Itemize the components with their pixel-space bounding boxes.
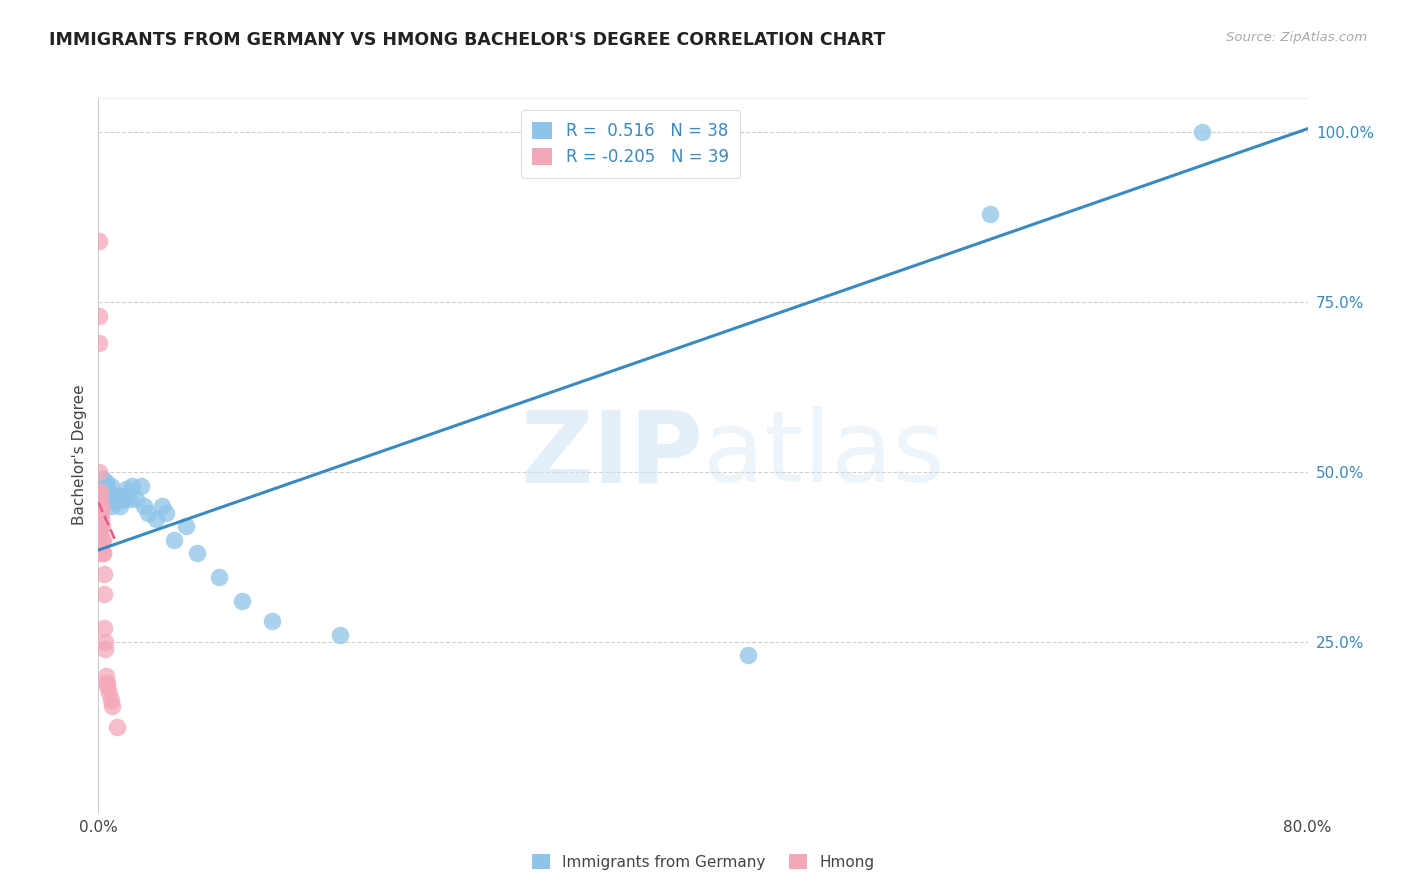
Point	[90, 512, 112, 526]
Point	[118, 492, 141, 507]
Text: Source: ZipAtlas.com: Source: ZipAtlas.com	[1226, 31, 1367, 45]
Point	[1191, 125, 1213, 139]
Point	[108, 499, 131, 513]
Point	[90, 499, 112, 513]
Point	[111, 492, 134, 507]
Point	[91, 546, 114, 560]
Point	[100, 492, 122, 507]
Y-axis label: Bachelor's Degree: Bachelor's Degree	[72, 384, 87, 525]
Point	[129, 478, 152, 492]
Point	[136, 506, 159, 520]
Text: atlas: atlas	[703, 407, 945, 503]
Point	[132, 499, 155, 513]
Point	[103, 492, 125, 507]
Point	[89, 485, 111, 500]
Point	[91, 533, 114, 547]
Point	[94, 669, 117, 683]
Point	[93, 482, 115, 496]
Point	[89, 335, 111, 350]
Point	[94, 475, 117, 489]
Text: IMMIGRANTS FROM GERMANY VS HMONG BACHELOR'S DEGREE CORRELATION CHART: IMMIGRANTS FROM GERMANY VS HMONG BACHELO…	[49, 31, 886, 49]
Point	[91, 472, 114, 486]
Point	[98, 485, 121, 500]
Point	[89, 234, 111, 248]
Point	[114, 482, 136, 496]
Point	[107, 489, 129, 503]
Point	[89, 499, 111, 513]
Point	[105, 720, 128, 734]
Point	[98, 686, 121, 700]
Point	[93, 566, 115, 581]
Point	[89, 506, 111, 520]
Point	[91, 546, 114, 560]
Point	[155, 506, 177, 520]
Point	[262, 615, 284, 629]
Point	[89, 546, 111, 560]
Point	[89, 519, 111, 533]
Point	[96, 679, 118, 693]
Text: ZIP: ZIP	[520, 407, 703, 503]
Point	[93, 621, 115, 635]
Point	[89, 533, 111, 547]
Point	[101, 499, 124, 513]
Point	[89, 492, 111, 507]
Point	[101, 699, 124, 714]
Point	[96, 675, 118, 690]
Point	[121, 478, 143, 492]
Point	[112, 489, 135, 503]
Point	[89, 506, 111, 520]
Point	[96, 478, 118, 492]
Point	[94, 635, 117, 649]
Point	[91, 533, 114, 547]
Point	[100, 478, 122, 492]
Point	[737, 648, 759, 663]
Point	[104, 495, 127, 509]
Point	[90, 519, 112, 533]
Legend: R =  0.516   N = 38, R = -0.205   N = 39: R = 0.516 N = 38, R = -0.205 N = 39	[520, 110, 741, 178]
Point	[125, 492, 148, 507]
Point	[89, 485, 111, 500]
Point	[89, 519, 111, 533]
Point	[89, 519, 111, 533]
Point	[90, 506, 112, 520]
Point	[89, 499, 111, 513]
Point	[329, 628, 352, 642]
Point	[93, 492, 115, 507]
Point	[110, 492, 132, 507]
Point	[186, 546, 208, 560]
Point	[174, 519, 197, 533]
Point	[150, 499, 173, 513]
Point	[89, 526, 111, 541]
Point	[979, 207, 1001, 221]
Point	[100, 692, 122, 706]
Point	[208, 570, 231, 584]
Point	[105, 492, 128, 507]
Point	[94, 641, 117, 656]
Point	[94, 482, 117, 496]
Point	[163, 533, 186, 547]
Point	[89, 512, 111, 526]
Point	[93, 587, 115, 601]
Point	[89, 309, 111, 323]
Legend: Immigrants from Germany, Hmong: Immigrants from Germany, Hmong	[524, 846, 882, 877]
Point	[145, 512, 167, 526]
Point	[90, 519, 112, 533]
Point	[231, 594, 253, 608]
Point	[89, 465, 111, 479]
